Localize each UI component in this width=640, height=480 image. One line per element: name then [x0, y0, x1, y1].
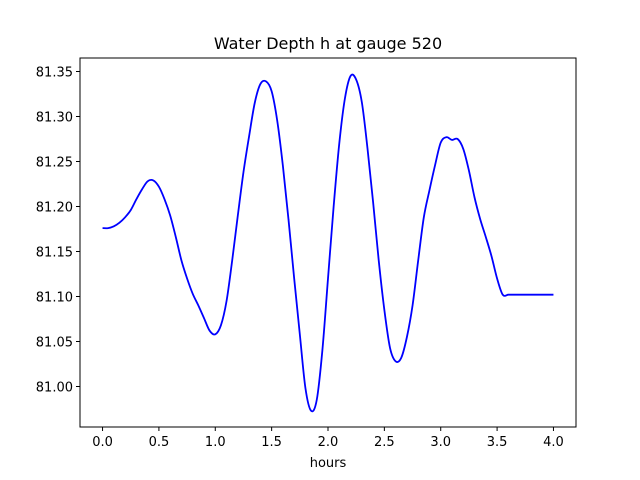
x-tick-label: 0.5	[149, 435, 170, 450]
y-tick-label: 81.20	[36, 201, 73, 216]
x-tick-label: 0.0	[92, 435, 113, 450]
x-tick-label: 2.5	[374, 435, 395, 450]
x-axis-label: hours	[310, 456, 347, 471]
x-tick-label: 4.0	[543, 435, 564, 450]
plot-area	[102, 73, 554, 413]
y-tick-label: 81.10	[36, 291, 73, 306]
x-tick-label: 2.0	[318, 435, 339, 450]
x-tick-label: 3.5	[487, 435, 508, 450]
chart-title: Water Depth h at gauge 520	[214, 34, 442, 53]
y-tick-label: 81.25	[36, 156, 73, 171]
x-axis-ticks: 0.0 0.5 1.0 1.5 2.0 2.5 3.0 3.5 4.0	[92, 427, 564, 450]
y-tick-label: 81.30	[36, 111, 73, 126]
y-tick-label: 81.35	[36, 66, 73, 81]
y-tick-label: 81.00	[36, 381, 73, 396]
y-tick-label: 81.05	[36, 336, 73, 351]
y-axis-ticks: 81.00 81.05 81.10 81.15 81.20 81.25 81.30 81.35	[36, 66, 80, 396]
y-tick-label: 81.15	[36, 246, 73, 261]
x-tick-label: 1.5	[261, 435, 282, 450]
x-tick-label: 1.0	[205, 435, 226, 450]
series-line-water-depth	[102, 73, 554, 413]
x-tick-label: 3.0	[430, 435, 451, 450]
